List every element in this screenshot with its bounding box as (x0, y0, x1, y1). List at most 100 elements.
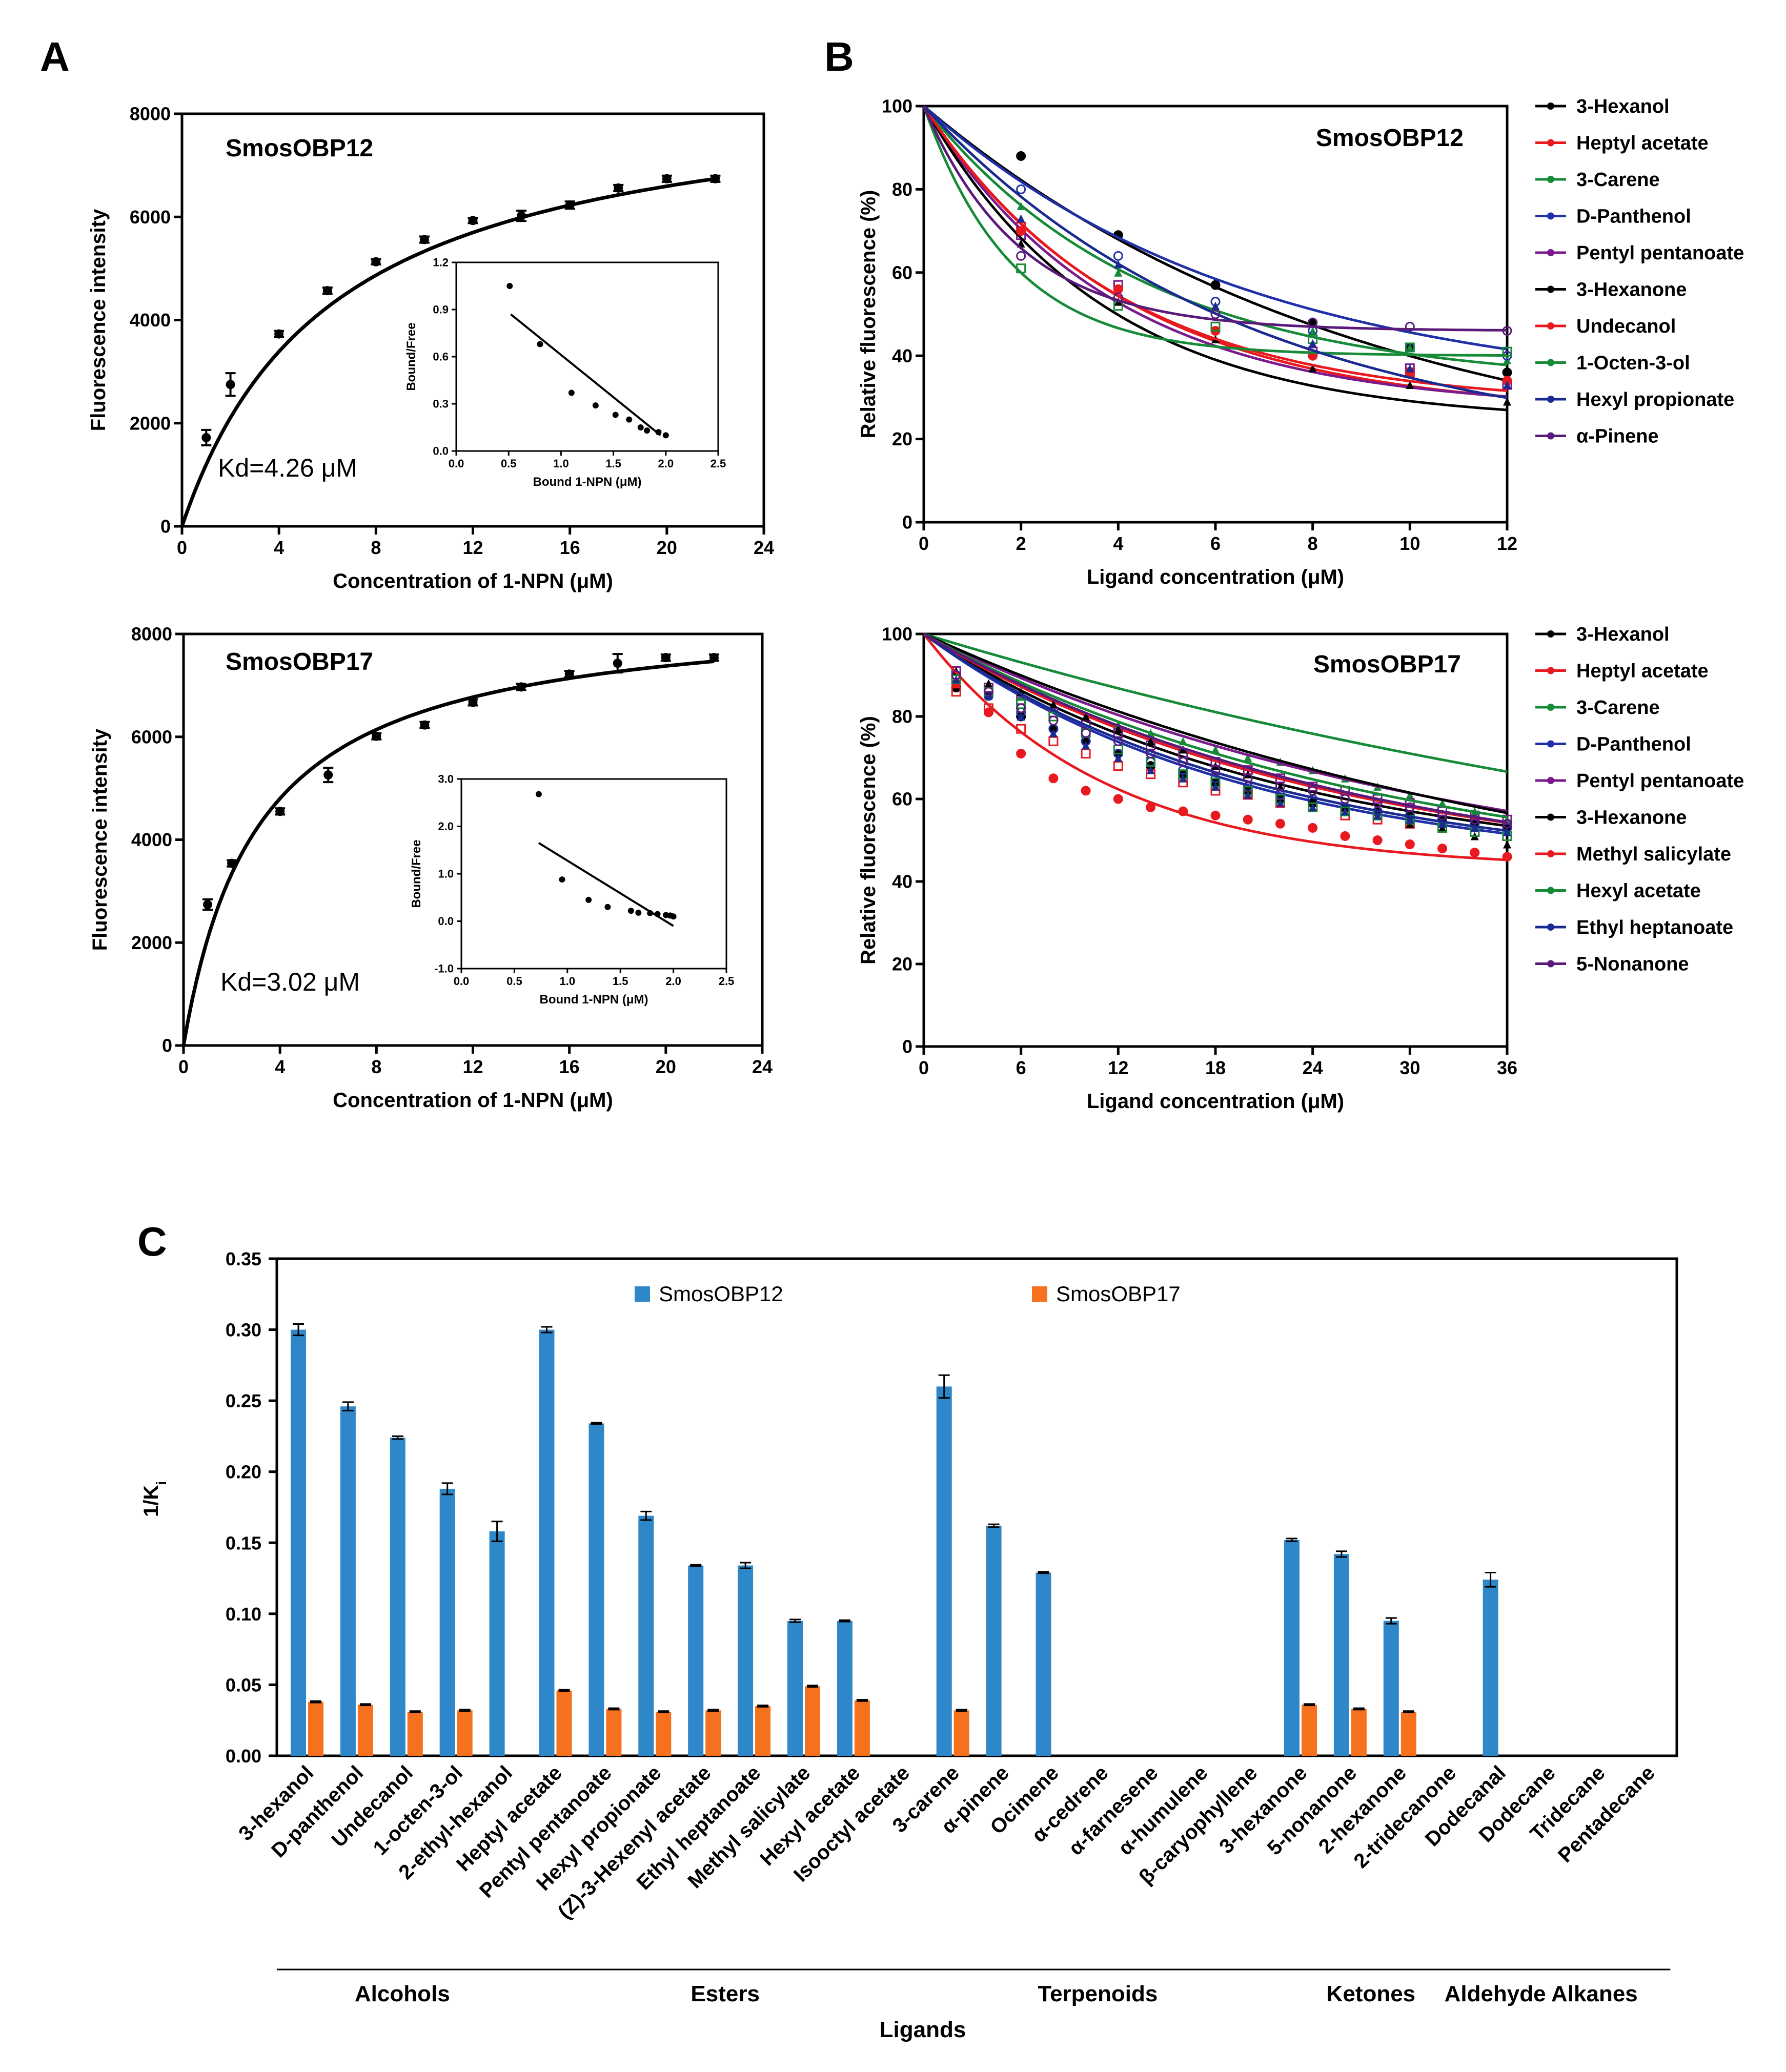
series-marker (1372, 835, 1383, 845)
x-tick-label: 8 (371, 1056, 381, 1077)
fit-curve (181, 659, 715, 1046)
series-marker (1275, 818, 1285, 829)
legend-label: D-Panthenol (1576, 206, 1691, 228)
series-marker (1502, 852, 1512, 862)
y-tick-label: 0.15 (226, 1532, 261, 1553)
legend-label: Undecanol (1576, 316, 1676, 337)
series-marker (1210, 765, 1221, 775)
legend-label: 3-Hexanone (1576, 807, 1687, 829)
x-axis-label: Concentration of 1-NPN (μM) (333, 1089, 613, 1112)
scatchard-inset: 0.0 0.5 1.0 1.5 2.0 2.5 0.0 0.3 0.6 0.9 1.2 Bound 1… (404, 256, 726, 489)
series-marker (1308, 364, 1317, 373)
y-tick-label: -1.0 (434, 962, 454, 975)
x-axis-label: Ligands (880, 2017, 966, 2042)
bar-SmosOBP17 (1351, 1709, 1367, 1756)
series-marker (1016, 151, 1026, 161)
x-tick-label: 18 (1205, 1057, 1226, 1078)
x-tick-label: 0.0 (454, 975, 470, 988)
bar-SmosOBP17 (457, 1710, 473, 1756)
legend-swatch-obp12 (635, 1286, 650, 1302)
series-marker (983, 707, 993, 717)
group-label: Alcohols (355, 1981, 450, 2006)
data-point (420, 720, 430, 730)
x-tick-label: 1.5 (613, 975, 628, 988)
y-tick-label: 40 (892, 871, 912, 892)
x-tick-label: 6 (1016, 1057, 1026, 1078)
series-marker (1146, 766, 1155, 774)
bar-SmosOBP17 (357, 1705, 373, 1756)
legend-swatch-marker (1547, 359, 1554, 366)
bar-SmosOBP17 (308, 1701, 323, 1756)
series-marker (1048, 711, 1059, 722)
series-marker (1210, 309, 1221, 319)
y-tick-label: 40 (892, 345, 912, 366)
series-marker (1308, 339, 1317, 347)
series-marker (1340, 831, 1350, 841)
series-marker (1049, 729, 1058, 737)
series-marker (1470, 814, 1480, 825)
series-marker (1437, 844, 1448, 854)
legend-label: 3-Hexanol (1576, 96, 1670, 117)
data-point (322, 286, 332, 296)
panel-c-label: C (137, 1219, 167, 1264)
series-marker (984, 679, 993, 688)
y-tick-label: 20 (892, 428, 912, 449)
bar-SmosOBP12 (638, 1515, 654, 1756)
bar-SmosOBP17 (407, 1712, 423, 1756)
group-label: Terpenoids (1038, 1981, 1158, 2006)
inset-data-point (612, 412, 619, 418)
series-marker (1405, 839, 1415, 850)
x-tick-label: 0.5 (501, 457, 517, 470)
x-tick-label: 4 (1113, 533, 1123, 554)
inset-data-point (506, 283, 513, 289)
legend-label: Heptyl acetate (1576, 661, 1709, 682)
series-marker (1048, 773, 1059, 784)
x-axis-label: Ligand concentration (μM) (1087, 566, 1344, 588)
series-marker (1016, 703, 1026, 713)
y-tick-label: 0 (902, 512, 912, 533)
bar-SmosOBP12 (291, 1329, 306, 1756)
series-marker (1114, 753, 1123, 762)
fit-line-Methyl salicylate (923, 633, 1508, 861)
bar-SmosOBP12 (787, 1620, 803, 1756)
x-tick-label: 10 (1399, 533, 1420, 554)
series-marker (1437, 810, 1448, 820)
fit-line-3-Carene (923, 632, 1508, 773)
x-tick-label: 6 (1210, 533, 1221, 554)
inset-data-point (635, 909, 642, 916)
x-axis-label: Concentration of 1-NPN (μM) (333, 570, 613, 592)
y-tick-label: 0.9 (433, 303, 449, 316)
bar-SmosOBP12 (439, 1488, 455, 1756)
y-tick-label: 0 (162, 1035, 172, 1056)
legend-swatch-obp17 (1032, 1286, 1047, 1302)
x-tick-label: 12 (462, 1056, 483, 1077)
x-tick-label: 0 (178, 1056, 189, 1077)
bar-SmosOBP12 (539, 1329, 555, 1756)
series-marker (1276, 799, 1285, 808)
series-marker (1406, 381, 1414, 389)
x-tick-label: 1.5 (605, 457, 621, 470)
bar-SmosOBP12 (390, 1438, 405, 1756)
bar-SmosOBP17 (1401, 1712, 1416, 1756)
fit-line-α-Pinene (922, 105, 1508, 332)
series-marker (1146, 802, 1156, 812)
legend-swatch-marker (1547, 322, 1554, 330)
plot-frame (275, 1257, 1678, 1757)
series-marker (1210, 280, 1221, 290)
chart-a2-smosobp17-binding: 0 4 8 12 16 20 24 0 2000 4000 6000 8000 Concentratio… (89, 624, 773, 1112)
y-tick-label: 4000 (131, 829, 172, 850)
y-axis-label: Relative fluorescence (%) (857, 716, 880, 965)
data-point (516, 682, 526, 692)
data-point (614, 183, 623, 193)
legend-label-obp17: SmosOBP17 (1056, 1282, 1181, 1306)
legend-label: 3-Carene (1576, 697, 1660, 719)
series-marker (1308, 823, 1318, 833)
inset-x-axis-label: Bound 1-NPN (μM) (540, 993, 648, 1007)
series-marker (1017, 214, 1025, 223)
series-marker (1211, 745, 1220, 754)
series-marker (1146, 737, 1155, 746)
series-marker (1503, 397, 1511, 406)
kd-annotation: Kd=4.26 μM (218, 454, 357, 482)
legend-swatch-marker (1547, 704, 1554, 711)
chart-title: SmosOBP12 (226, 135, 373, 162)
